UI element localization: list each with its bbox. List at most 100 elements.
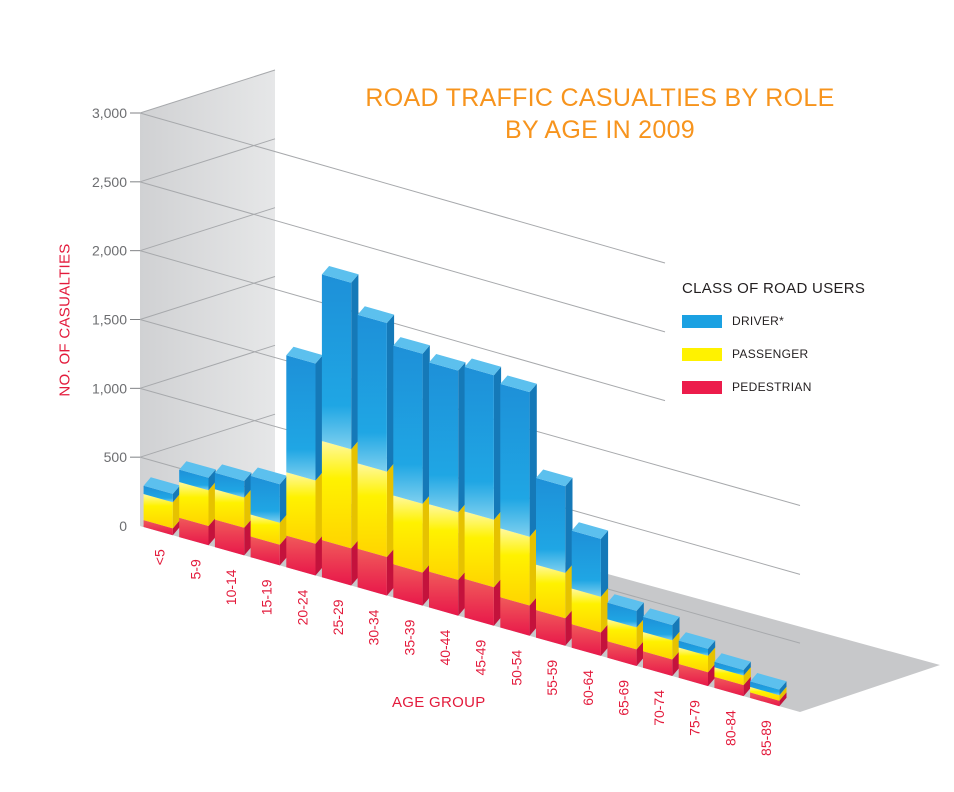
gridline	[139, 250, 666, 402]
bar-segment-side	[636, 619, 644, 650]
x-axis-ticks: <5 5-9 10-14 15-19 20-24 25-29 30-34 35-39 40-44…	[152, 549, 774, 756]
x-tick-label: 70-74	[651, 690, 667, 726]
bar-segment-side	[529, 528, 537, 606]
bar-top	[571, 522, 609, 539]
legend-label-driver: DRIVER*	[732, 314, 785, 328]
bar-segment-pedestrian	[321, 540, 352, 586]
bar-segment-side	[493, 578, 502, 626]
legend-item-passenger: PASSENGER	[682, 344, 942, 364]
x-tick-label: 20-24	[294, 589, 310, 625]
bar-segment-side	[672, 616, 680, 641]
bar-stack	[429, 354, 466, 616]
bar-segment-side	[708, 647, 716, 673]
bar-segment-passenger	[678, 647, 708, 673]
bar-segment-side	[636, 641, 644, 666]
bar-segment-side	[386, 463, 395, 557]
bar-segment-side	[565, 477, 573, 573]
bar-segment-pedestrian	[214, 519, 245, 556]
x-tick-label: 40-44	[437, 630, 453, 666]
x-tick-label: 25-29	[330, 599, 346, 635]
x-tick-label: 10-14	[223, 569, 239, 605]
bar-segment-side	[422, 345, 430, 504]
bar-segment-side	[565, 609, 573, 646]
y-tick-label: 3,000	[92, 105, 127, 121]
bar-segment-pedestrian	[607, 641, 637, 666]
gridline-wall	[139, 138, 276, 183]
chart-title: ROAD TRAFFIC CASUALTIES BY ROLE BY AGE I…	[300, 82, 900, 146]
bar-segment-pedestrian	[143, 520, 173, 536]
bar-segment-pedestrian	[464, 578, 494, 626]
bar-segment-passenger	[571, 588, 601, 633]
bar-segment-side	[208, 481, 216, 526]
bar-top	[464, 358, 502, 376]
bar-top	[429, 354, 466, 371]
y-tick-label: 500	[104, 449, 128, 465]
x-tick-label: 15-19	[259, 579, 275, 615]
x-tick-label: 5-9	[187, 559, 203, 579]
bar-segment-driver	[286, 355, 316, 481]
y-tick-label: 2,000	[92, 243, 127, 259]
bar-segment-side	[672, 631, 680, 660]
bar-stack	[357, 306, 395, 596]
bar-stack	[714, 653, 751, 697]
bar-segment-passenger	[214, 489, 245, 528]
bar-segment-passenger	[464, 511, 494, 588]
bar-stack	[143, 477, 180, 536]
bar-segment-side	[708, 640, 716, 656]
bar-segment-side	[600, 588, 609, 633]
y-tick-label: 0	[119, 518, 127, 534]
bar-top	[321, 266, 359, 283]
bar-segment-driver	[536, 477, 566, 573]
x-tick-label: 85-89	[758, 720, 774, 756]
bar-segment-passenger	[750, 686, 780, 701]
gridline-wall	[139, 276, 276, 320]
bar-segment-driver	[179, 469, 209, 491]
bar-top	[750, 673, 787, 690]
gridline-wall	[139, 413, 276, 458]
bar-stack	[571, 522, 609, 656]
bar-segment-passenger	[714, 667, 744, 686]
bar-segment-side	[529, 597, 537, 636]
bar-segment-passenger	[536, 564, 566, 619]
bar-segment-driver	[321, 274, 352, 450]
bar-segment-pedestrian	[678, 664, 708, 687]
gridline	[139, 181, 666, 333]
legend: CLASS OF ROAD USERS DRIVER* PASSENGER PE…	[682, 280, 942, 410]
bar-top	[357, 306, 395, 323]
x-tick-label: 50-54	[508, 650, 524, 686]
bar-segment-side	[208, 469, 216, 491]
bar-segment-pedestrian	[429, 571, 459, 616]
bar-segment-side	[743, 661, 751, 676]
bar-segment-side	[636, 602, 644, 628]
gridline-wall	[139, 69, 276, 114]
bar-segment-side	[351, 440, 359, 549]
bar-segment-passenger	[643, 632, 673, 660]
bar-segment-side	[172, 493, 180, 529]
bar-top	[179, 461, 216, 478]
bar-segment-side	[244, 472, 252, 498]
x-tick-label: 80-84	[723, 710, 739, 746]
bar-segment-side	[172, 520, 180, 536]
gridline	[139, 112, 666, 264]
bar-segment-passenger	[143, 494, 173, 529]
bar-segment-pedestrian	[714, 676, 744, 697]
bar-top	[214, 464, 252, 481]
bar-segment-driver	[500, 383, 530, 537]
x-tick-label: <5	[152, 549, 168, 565]
bar-segment-driver	[678, 640, 708, 656]
bar-stack	[750, 673, 787, 707]
bar-segment-side	[244, 519, 252, 556]
gridline-wall	[139, 344, 276, 389]
bar-segment-driver	[571, 530, 601, 597]
bar-segment-passenger	[250, 514, 280, 545]
x-tick-label: 75-79	[687, 700, 703, 736]
bar-segment-side	[493, 366, 502, 520]
bar-segment-side	[672, 651, 680, 676]
bar-top	[250, 467, 287, 485]
bar-segment-passenger	[607, 619, 637, 650]
bar-segment-side	[315, 535, 323, 576]
legend-swatch-passenger	[682, 347, 722, 361]
bar-segment-passenger	[357, 463, 387, 557]
x-axis-label: AGE GROUP	[392, 694, 486, 711]
